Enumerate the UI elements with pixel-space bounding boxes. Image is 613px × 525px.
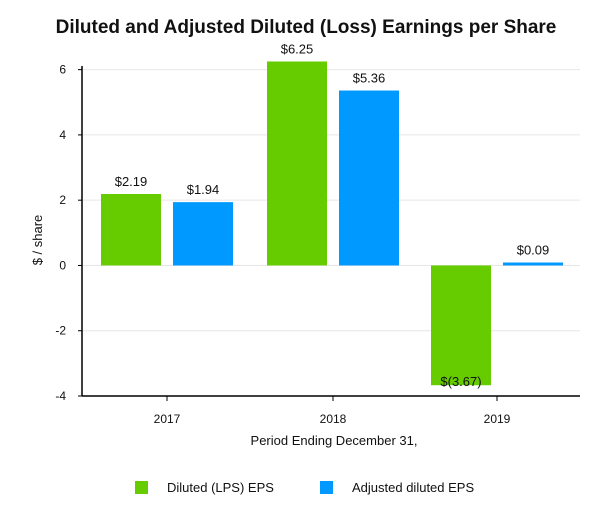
legend-swatch [320,481,333,494]
bar-adjusted-eps-2017 [173,202,233,266]
data-label: $6.25 [281,41,314,56]
bar-adjusted-eps-2018 [339,90,399,266]
data-label: $5.36 [353,71,386,86]
data-label: $1.94 [187,182,220,197]
x-axis-label: Period Ending December 31, [251,433,418,448]
bars-group [101,61,563,386]
bar-diluted-eps-2019 [431,265,491,386]
bar-diluted-eps-2018 [267,61,327,266]
legend-label: Adjusted diluted EPS [352,480,474,495]
y-tick-label: 6 [59,63,66,77]
x-tick-label: 2017 [154,412,181,426]
legend-label: Diluted (LPS) EPS [167,480,274,495]
data-label: $2.19 [115,174,148,189]
x-tick-label: 2019 [484,412,511,426]
chart-title: Diluted and Adjusted Diluted (Loss) Earn… [56,17,557,38]
y-tick-label: 0 [59,258,66,272]
y-tick-label: -2 [55,324,66,338]
data-label: $(3.67) [440,374,481,389]
bar-diluted-eps-2017 [101,193,161,266]
y-tick-label: -4 [55,389,66,403]
y-tick-label: 4 [59,128,66,142]
data-label: $0.09 [517,243,550,258]
x-tick-label: 2018 [320,412,347,426]
y-tick-label: 2 [59,193,66,207]
legend: Diluted (LPS) EPS Adjusted diluted EPS [135,480,474,495]
x-ticks: 2017 2018 2019 [154,396,511,426]
y-axis-label: $ / share [30,215,45,266]
gridlines [82,69,580,332]
y-ticks: -4 -2 0 2 4 6 [55,63,82,403]
bar-adjusted-eps-2019 [503,262,563,266]
data-labels: $2.19 $1.94 $6.25 $5.36 $(3.67) $0.09 [115,41,550,389]
legend-swatch [135,481,148,494]
